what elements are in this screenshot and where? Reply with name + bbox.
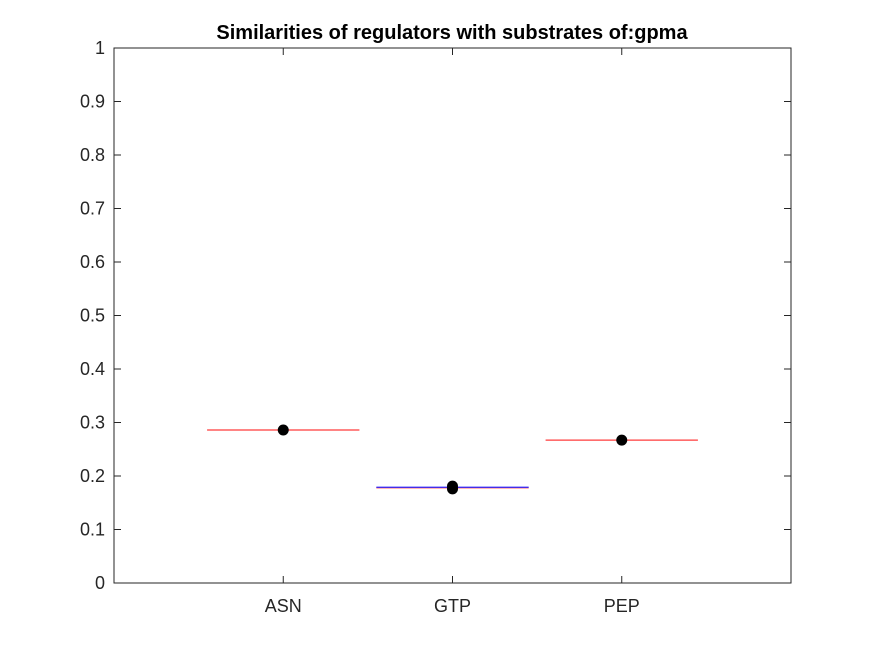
y-tick-label: 0.9 [80,92,105,112]
data-point [277,424,289,436]
y-tick-label: 0.8 [80,145,105,165]
data-point [616,434,628,446]
data-marks [207,424,698,495]
y-tick-label: 0.1 [80,520,105,540]
x-tick-label: ASN [265,596,302,616]
y-tick-label: 0.4 [80,359,105,379]
x-tick-label: PEP [604,596,640,616]
x-tick-label: GTP [434,596,471,616]
y-tick-label: 0.3 [80,413,105,433]
data-point [447,480,458,492]
plot-area-frame [113,47,792,584]
x-axis: ASN GTP PEP [265,48,640,616]
y-tick-label: 0 [95,573,105,593]
y-axis: 0 0.1 0.2 0.3 0.4 0.5 0.6 0.7 0.8 0.9 1 [80,38,791,593]
y-tick-label: 0.2 [80,466,105,486]
chart-title: Similarities of regulators with substrat… [216,22,688,44]
y-tick-label: 0.5 [80,306,105,326]
y-tick-label: 1 [95,38,105,58]
y-tick-label: 0.6 [80,252,105,272]
y-tick-label: 0.7 [80,199,105,219]
